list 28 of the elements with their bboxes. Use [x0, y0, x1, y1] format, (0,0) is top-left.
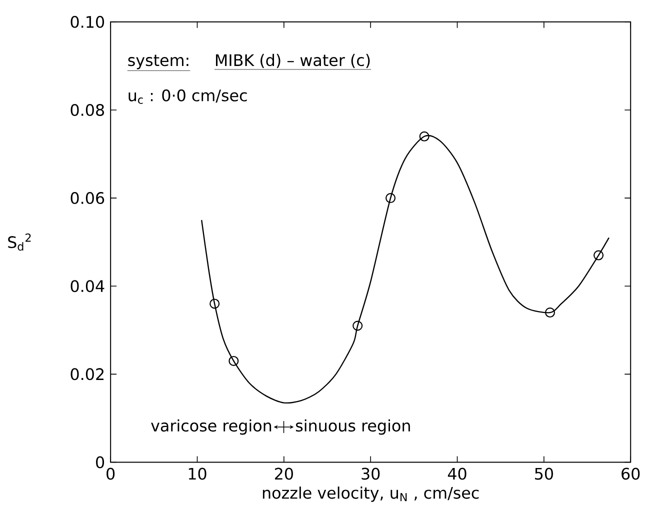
point — [210, 298, 220, 309]
point — [419, 131, 430, 142]
y-tick-label: 0.04 — [70, 280, 104, 292]
x-tick-label: 0 — [106, 468, 115, 480]
x-tick-label: 20 — [274, 468, 293, 480]
x-tick-label: 60 — [622, 468, 640, 480]
x-tick-label: 10 — [188, 468, 206, 480]
annotation: varicose region — [151, 419, 272, 435]
point — [594, 250, 604, 260]
point — [386, 193, 396, 204]
annotation: u$_{c}$ : 0·0 cm/sec — [128, 89, 247, 104]
y-tick-label: 0.10 — [70, 16, 104, 28]
y-axis-title: S$_{d}$2 — [8, 233, 31, 251]
x-tick-label: 30 — [362, 468, 380, 480]
x-axis-title: nozzle velocity, u$_{N}$ , cm/sec — [262, 486, 479, 502]
annotation: system: — [128, 54, 188, 70]
annotation: MIBK (d) – water (c) — [216, 54, 370, 68]
line-series — [200, 135, 610, 404]
point — [544, 308, 556, 318]
x-tick-label: 40 — [448, 468, 466, 480]
point — [352, 320, 363, 331]
y-tick-label: 0 — [96, 456, 104, 468]
x-tick-label: 50 — [535, 468, 553, 480]
y-tick-label: 0.02 — [70, 368, 104, 380]
point — [228, 356, 239, 366]
y-tick-label: 0.08 — [70, 104, 104, 116]
y-tick-label: 0.06 — [70, 192, 104, 204]
annotation: sinuous region — [296, 419, 410, 435]
